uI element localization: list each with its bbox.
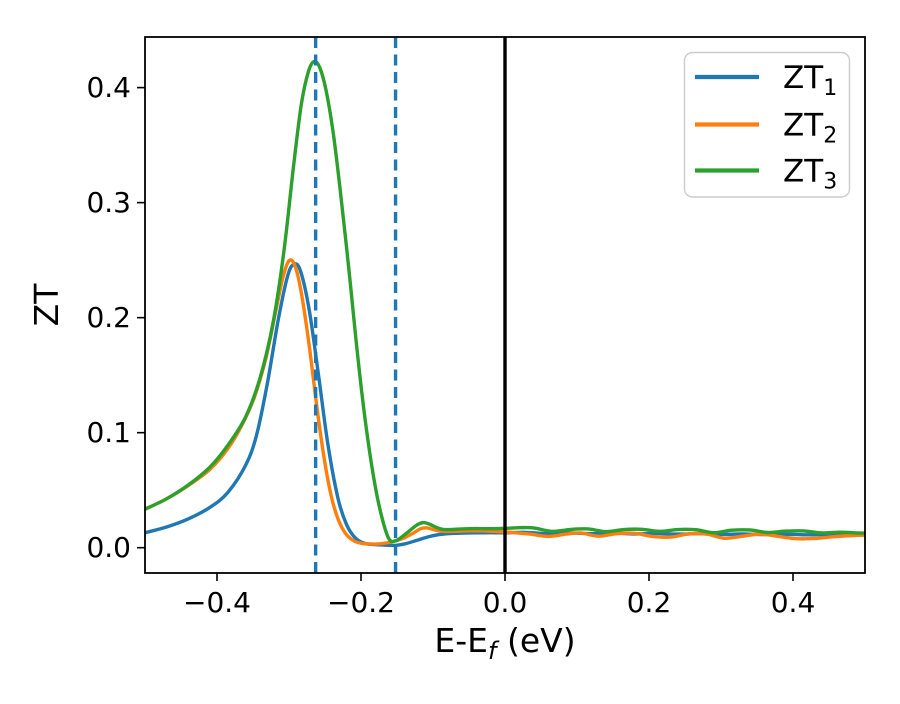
x-tick-label-4: 0.4 xyxy=(771,586,816,619)
y-axis-title: ZT xyxy=(27,283,66,327)
y-tick-label-2: 0.2 xyxy=(86,301,131,334)
legend-entry-zt1: ZT1 xyxy=(695,60,837,101)
series-zt2-line xyxy=(145,258,865,546)
legend-entry-zt3: ZT3 xyxy=(695,154,837,195)
x-axis-ticks: −0.4 −0.2 0.0 0.2 0.4 xyxy=(183,573,815,619)
x-tick-label-0: −0.4 xyxy=(183,586,251,619)
x-tick-label-2: 0.0 xyxy=(483,586,528,619)
y-tick-label-1: 0.1 xyxy=(86,416,131,449)
x-tick-label-3: 0.2 xyxy=(627,586,672,619)
y-axis-ticks: 0.0 0.1 0.2 0.3 0.4 xyxy=(86,71,145,564)
y-tick-label-3: 0.3 xyxy=(86,186,131,219)
legend-box xyxy=(683,51,851,198)
y-tick-label-4: 0.4 xyxy=(86,71,131,104)
x-axis-title-unit: (eV) xyxy=(496,621,575,660)
reference-vlines xyxy=(313,37,507,573)
legend: ZT1 ZT2 ZT3 xyxy=(683,51,851,198)
legend-label-zt1: ZT1 xyxy=(783,60,837,101)
series-zt3-line xyxy=(145,59,865,544)
legend-label-zt3: ZT3 xyxy=(783,154,837,195)
plot-frame xyxy=(144,36,866,574)
legend-label-zt2: ZT2 xyxy=(783,108,837,149)
legend-entry-zt2: ZT2 xyxy=(695,108,837,149)
series-curves xyxy=(145,59,865,548)
x-axis-title: E-Ef (eV) xyxy=(434,621,575,665)
x-axis-title-main: E-E xyxy=(434,621,488,660)
y-tick-label-0: 0.0 xyxy=(86,531,131,564)
x-tick-label-1: −0.2 xyxy=(327,586,395,619)
